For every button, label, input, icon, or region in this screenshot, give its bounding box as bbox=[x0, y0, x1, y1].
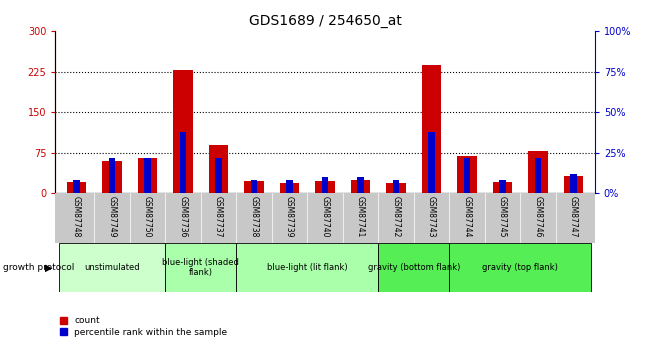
Text: GSM87743: GSM87743 bbox=[427, 196, 436, 237]
Bar bbox=[322, 177, 328, 193]
Bar bbox=[180, 131, 186, 193]
Bar bbox=[67, 183, 86, 193]
Text: GSM87747: GSM87747 bbox=[569, 196, 578, 237]
Text: gravity (bottom flank): gravity (bottom flank) bbox=[367, 263, 460, 272]
Bar bbox=[428, 131, 435, 193]
Bar bbox=[351, 180, 370, 193]
Bar bbox=[449, 243, 592, 292]
Bar bbox=[464, 158, 470, 193]
Bar bbox=[570, 174, 577, 193]
Bar bbox=[58, 243, 165, 292]
Text: GSM87749: GSM87749 bbox=[107, 196, 116, 237]
Bar bbox=[358, 177, 364, 193]
Bar bbox=[393, 180, 399, 193]
Bar bbox=[109, 158, 115, 193]
Bar bbox=[280, 184, 299, 193]
Bar bbox=[244, 181, 264, 193]
Bar bbox=[499, 180, 506, 193]
Legend: count, percentile rank within the sample: count, percentile rank within the sample bbox=[60, 316, 228, 337]
Bar bbox=[286, 180, 292, 193]
Text: GSM87744: GSM87744 bbox=[462, 196, 471, 237]
Text: GSM87737: GSM87737 bbox=[214, 196, 223, 237]
Text: growth protocol: growth protocol bbox=[3, 263, 75, 272]
Bar bbox=[564, 176, 583, 193]
Bar bbox=[174, 70, 193, 193]
Bar bbox=[236, 243, 378, 292]
Text: GSM87746: GSM87746 bbox=[534, 196, 543, 237]
Bar bbox=[102, 161, 122, 193]
Text: GSM87739: GSM87739 bbox=[285, 196, 294, 237]
Text: gravity (top flank): gravity (top flank) bbox=[482, 263, 558, 272]
Text: GSM87736: GSM87736 bbox=[179, 196, 188, 237]
Bar bbox=[457, 156, 476, 193]
Bar bbox=[378, 243, 449, 292]
Bar bbox=[422, 65, 441, 193]
Text: unstimulated: unstimulated bbox=[84, 263, 140, 272]
Text: GSM87750: GSM87750 bbox=[143, 196, 152, 237]
Text: GSM87738: GSM87738 bbox=[250, 196, 259, 237]
Bar bbox=[138, 158, 157, 193]
Text: blue-light (lit flank): blue-light (lit flank) bbox=[267, 263, 348, 272]
Text: ▶: ▶ bbox=[44, 263, 52, 272]
Bar bbox=[535, 158, 541, 193]
Bar bbox=[73, 180, 80, 193]
Bar bbox=[493, 183, 512, 193]
Text: GDS1689 / 254650_at: GDS1689 / 254650_at bbox=[248, 14, 402, 28]
Text: blue-light (shaded
flank): blue-light (shaded flank) bbox=[162, 258, 239, 277]
Text: GSM87742: GSM87742 bbox=[391, 196, 400, 237]
Text: GSM87748: GSM87748 bbox=[72, 196, 81, 237]
Text: GSM87740: GSM87740 bbox=[320, 196, 330, 237]
Bar bbox=[165, 243, 236, 292]
Bar bbox=[215, 158, 222, 193]
Bar bbox=[251, 180, 257, 193]
Bar bbox=[144, 158, 151, 193]
Bar bbox=[528, 151, 548, 193]
Bar bbox=[209, 145, 228, 193]
Bar bbox=[386, 184, 406, 193]
Text: GSM87741: GSM87741 bbox=[356, 196, 365, 237]
Bar bbox=[315, 181, 335, 193]
Text: GSM87745: GSM87745 bbox=[498, 196, 507, 237]
